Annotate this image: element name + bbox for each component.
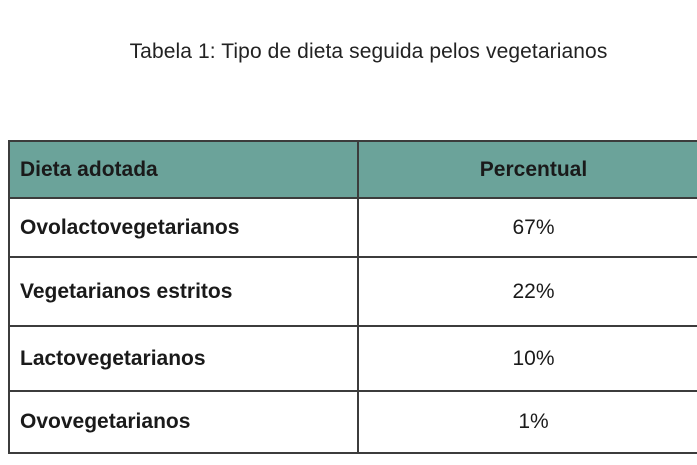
diet-name-cell: Ovolactovegetarianos bbox=[8, 197, 359, 258]
table-header-row: Dieta adotada Percentual bbox=[8, 140, 697, 199]
column-header-diet: Dieta adotada bbox=[8, 140, 359, 199]
percent-cell: 10% bbox=[357, 325, 697, 392]
table-row: Ovolactovegetarianos 67% bbox=[8, 197, 697, 258]
diet-table: Dieta adotada Percentual Ovolactovegetar… bbox=[8, 140, 697, 454]
table-row: Ovovegetarianos 1% bbox=[8, 390, 697, 454]
table-row: Vegetarianos estritos 22% bbox=[8, 256, 697, 327]
percent-cell: 22% bbox=[357, 256, 697, 327]
column-header-percent: Percentual bbox=[357, 140, 697, 199]
diet-name-cell: Lactovegetarianos bbox=[8, 325, 359, 392]
table-caption: Tabela 1: Tipo de dieta seguida pelos ve… bbox=[129, 40, 608, 63]
percent-cell: 1% bbox=[357, 390, 697, 454]
percent-cell: 67% bbox=[357, 197, 697, 258]
table-row: Lactovegetarianos 10% bbox=[8, 325, 697, 392]
diet-name-cell: Ovovegetarianos bbox=[8, 390, 359, 454]
diet-name-cell: Vegetarianos estritos bbox=[8, 256, 359, 327]
